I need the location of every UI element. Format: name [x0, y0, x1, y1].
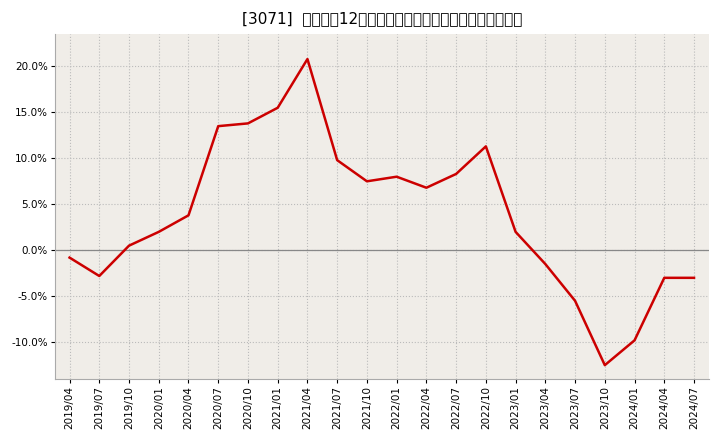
Title: [3071]  売上高の12か月移動合計の対前年同期増減率の推移: [3071] 売上高の12か月移動合計の対前年同期増減率の推移 [242, 11, 522, 26]
